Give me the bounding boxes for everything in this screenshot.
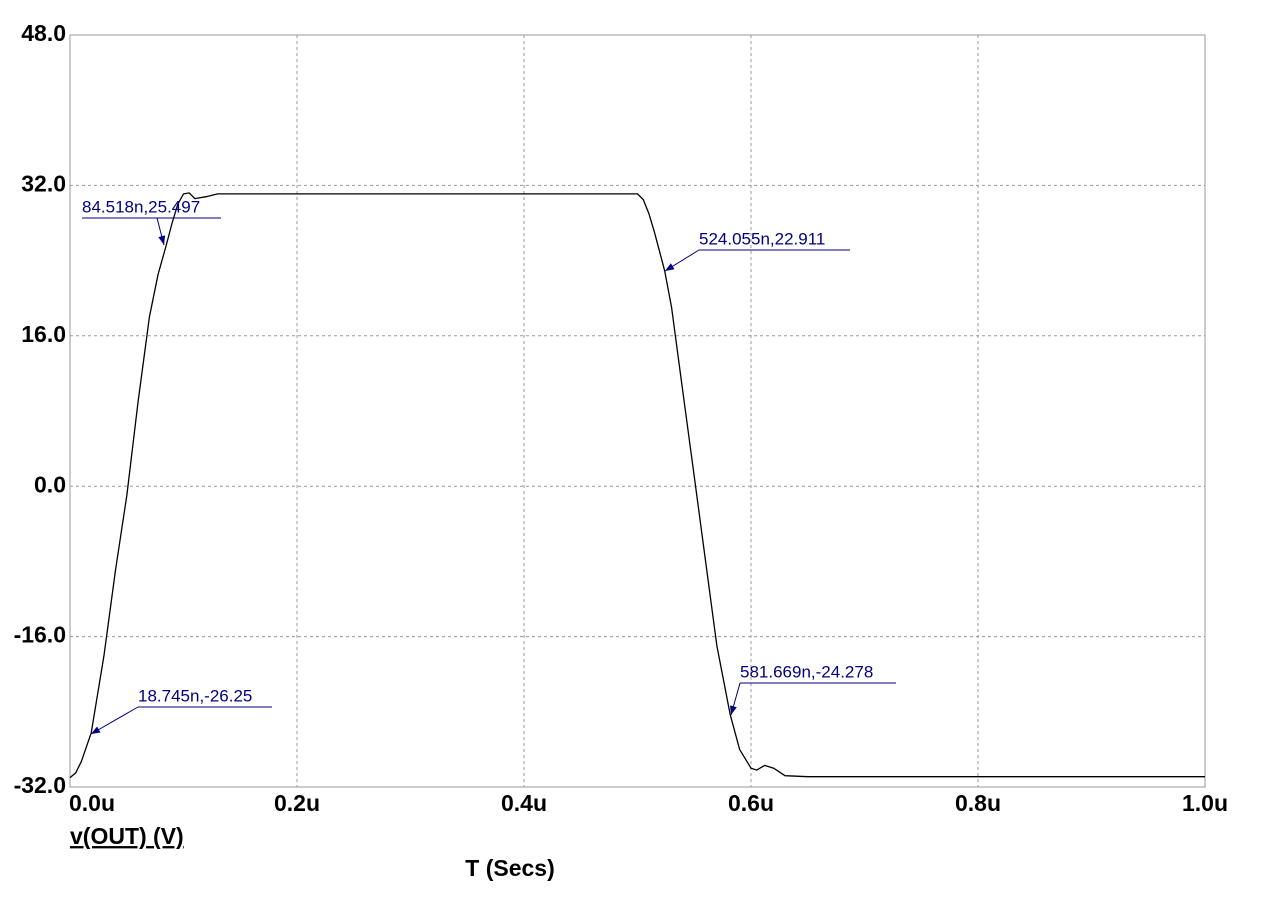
x-tick-label: 0.4u <box>501 790 547 816</box>
x-tick-label: 1.0u <box>1182 790 1228 816</box>
annotation-label: 84.518n,25.497 <box>82 197 200 216</box>
plot-frame <box>69 34 1206 788</box>
annotation-leader <box>90 706 139 735</box>
y-tick-label: 32.0 <box>21 170 66 196</box>
y-tick-label: -16.0 <box>14 622 66 648</box>
annotation-label: 524.055n,22.911 <box>699 229 825 248</box>
annotation-label: 18.745n,-26.25 <box>138 686 252 705</box>
annotation-label: 581.669n,-24.278 <box>740 662 873 681</box>
legend-entry: v(OUT) (V) <box>70 823 184 849</box>
y-tick-label: 0.0 <box>34 471 66 497</box>
series-line <box>69 192 1205 779</box>
x-tick-label: 0.6u <box>728 790 774 816</box>
x-axis-label: T (Secs) <box>465 855 554 881</box>
x-tick-label: 0.8u <box>955 790 1001 816</box>
x-tick-label: 0.0u <box>69 790 115 816</box>
y-tick-label: 48.0 <box>21 20 66 46</box>
annotation-arrowhead <box>665 263 675 271</box>
y-tick-label: -32.0 <box>14 772 66 798</box>
annotation-arrowhead <box>158 235 166 245</box>
y-tick-label: 16.0 <box>21 321 66 347</box>
x-tick-label: 0.2u <box>274 790 320 816</box>
annotation-arrowhead <box>91 726 101 734</box>
annotation-arrowhead <box>730 705 737 715</box>
